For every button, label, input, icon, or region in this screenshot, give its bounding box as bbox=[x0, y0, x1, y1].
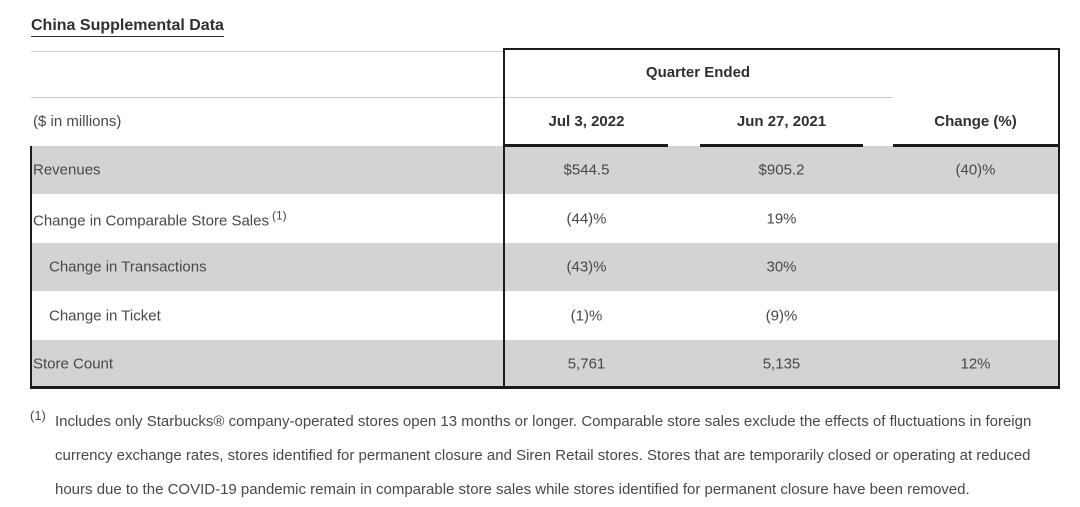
header-rule-col1 bbox=[505, 144, 668, 147]
page-title: China Supplemental Data bbox=[31, 17, 224, 37]
table-left-border bbox=[30, 146, 32, 388]
table-row-change-in-transactions: Change in Transactions (43)% 30% bbox=[30, 243, 1058, 291]
header-rule-col2 bbox=[700, 144, 863, 147]
page-title-text: China Supplemental Data bbox=[31, 17, 224, 37]
cell-store-count-change: 12% bbox=[960, 355, 991, 373]
cell-revenues-2022: $544.5 bbox=[563, 161, 610, 179]
cell-store-count-2021: 5,135 bbox=[762, 355, 801, 373]
group-header-quarter-ended: Quarter Ended bbox=[645, 64, 751, 81]
cell-store-count-2022: 5,761 bbox=[567, 355, 606, 373]
quarter-ended-underline bbox=[31, 97, 893, 98]
column-header-jun-27-2021: Jun 27, 2021 bbox=[736, 113, 827, 130]
cell-ticket-2022: (1)% bbox=[570, 307, 603, 324]
table-bottom-border bbox=[30, 386, 1060, 389]
column-header-change-pct: Change (%) bbox=[934, 113, 1017, 130]
footnote-marker: (1) bbox=[30, 408, 46, 423]
cell-comp-sales-2021: 19% bbox=[766, 210, 797, 227]
header-rule-col3 bbox=[893, 144, 1058, 147]
table-row-comparable-store-sales: Change in Comparable Store Sales (1) (44)… bbox=[30, 194, 1058, 243]
table-row-revenues: Revenues $544.5 $905.2 (40)% bbox=[30, 146, 1058, 194]
cell-ticket-2021: (9)% bbox=[765, 307, 798, 324]
cell-revenues-change: (40)% bbox=[955, 161, 996, 179]
cell-revenues-2021: $905.2 bbox=[758, 161, 805, 179]
footnote-text: Includes only Starbucks® company-operate… bbox=[55, 413, 1032, 498]
table-row-store-count: Store Count 5,761 5,135 12% bbox=[30, 340, 1058, 388]
cell-transactions-2021: 30% bbox=[766, 258, 797, 276]
row-label-text: Change in Comparable Store Sales bbox=[33, 212, 269, 229]
row-label: Change in Transactions bbox=[49, 258, 207, 276]
cell-transactions-2022: (43)% bbox=[566, 258, 607, 276]
row-label: Change in Comparable Store Sales (1) bbox=[33, 208, 287, 229]
unit-label: ($ in millions) bbox=[33, 113, 122, 130]
row-label: Revenues bbox=[33, 161, 101, 179]
column-header-jul-3-2022: Jul 3, 2022 bbox=[548, 113, 625, 130]
footnote-ref-1: (1) bbox=[271, 208, 287, 222]
table-row-change-in-ticket: Change in Ticket (1)% (9)% bbox=[30, 291, 1058, 340]
table-top-divider bbox=[31, 51, 503, 52]
cell-comp-sales-2022: (44)% bbox=[566, 210, 607, 227]
row-label: Change in Ticket bbox=[49, 307, 161, 324]
row-label: Store Count bbox=[33, 355, 114, 373]
